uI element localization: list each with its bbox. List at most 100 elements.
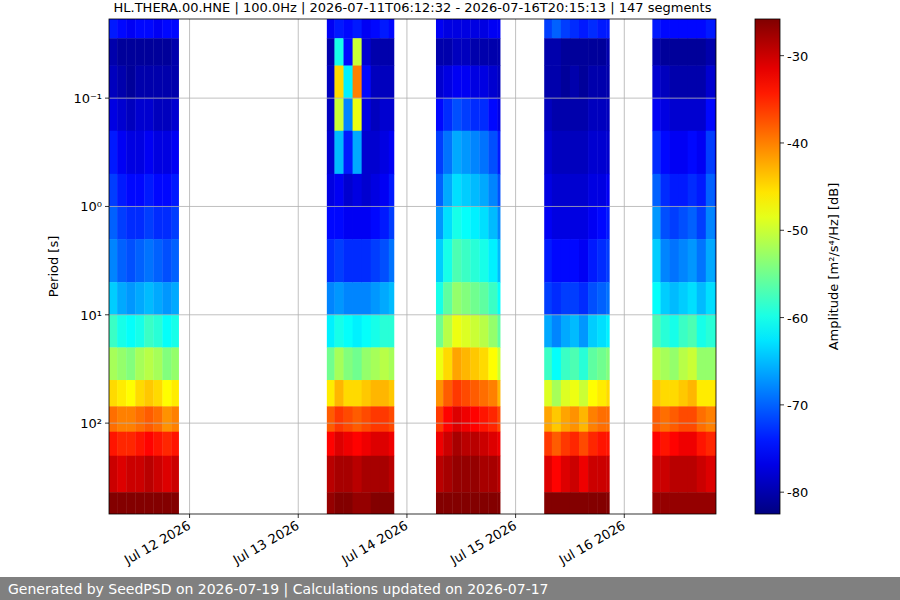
cell (109, 206, 118, 239)
cell (452, 98, 461, 131)
cell (579, 66, 588, 99)
cell (606, 174, 609, 207)
cell (479, 406, 488, 432)
cell (544, 174, 552, 207)
cell (371, 406, 380, 432)
cell (389, 315, 394, 348)
cell (488, 406, 497, 432)
cell (588, 38, 597, 66)
cell (452, 456, 461, 493)
cell (334, 315, 343, 348)
cell (380, 239, 389, 283)
cell (570, 456, 579, 493)
cell (552, 38, 561, 66)
cell (706, 174, 715, 207)
cell (497, 174, 500, 207)
cell (497, 19, 500, 39)
cell (153, 432, 162, 456)
cell (353, 347, 362, 380)
cell (126, 131, 135, 175)
cell (579, 380, 588, 407)
cell (344, 174, 353, 207)
cell (162, 380, 171, 407)
cell (679, 347, 688, 380)
cell (436, 239, 444, 283)
cell (470, 174, 479, 207)
cell (579, 174, 588, 207)
cell (570, 206, 579, 239)
cell (688, 174, 697, 207)
cell (380, 66, 389, 99)
cell (389, 432, 394, 456)
cell (544, 282, 552, 315)
cell (606, 19, 609, 39)
cell (452, 239, 461, 283)
axis-title: Period [s] (46, 236, 61, 298)
cell (697, 206, 706, 239)
cell (436, 38, 444, 66)
cell (561, 432, 570, 456)
cell (470, 406, 479, 432)
cell (380, 131, 389, 175)
cell (652, 456, 661, 493)
cell (117, 315, 126, 348)
cell (706, 315, 715, 348)
cell (153, 206, 162, 239)
cell (443, 456, 452, 493)
cell (606, 432, 609, 456)
cell (117, 206, 126, 239)
cell (544, 432, 552, 456)
cell (109, 66, 118, 99)
cell (344, 456, 353, 493)
cell (579, 315, 588, 348)
cell (679, 174, 688, 207)
cell (661, 206, 670, 239)
grid-line (109, 423, 716, 424)
cell (697, 239, 706, 283)
cell (679, 432, 688, 456)
cell (162, 66, 171, 99)
cell (670, 66, 679, 99)
cell (706, 38, 715, 66)
footer: Generated by SeedPSD on 2026-07-19 | Cal… (8, 581, 549, 598)
cell (479, 432, 488, 456)
grid-line (189, 19, 190, 514)
cell (126, 456, 135, 493)
cell (561, 406, 570, 432)
cell (552, 19, 561, 39)
cell (597, 98, 606, 131)
cell (389, 174, 394, 207)
cell (144, 492, 153, 514)
cell (153, 315, 162, 348)
cell (371, 38, 380, 66)
cell (497, 492, 500, 514)
cell (688, 380, 697, 407)
cell (126, 432, 135, 456)
cell (497, 98, 500, 131)
cell (606, 456, 609, 493)
cell (561, 456, 570, 493)
cell (144, 19, 153, 39)
cell (470, 131, 479, 175)
cell (661, 174, 670, 207)
cell (579, 456, 588, 493)
cell (544, 315, 552, 348)
cell (327, 131, 335, 175)
cell (334, 456, 343, 493)
cell (652, 131, 661, 175)
cell (670, 380, 679, 407)
cell (544, 406, 552, 432)
cell (470, 19, 479, 39)
cell (697, 174, 706, 207)
cell (670, 315, 679, 348)
cell (452, 38, 461, 66)
cell (162, 282, 171, 315)
cell (552, 66, 561, 99)
cell (588, 315, 597, 348)
tick (105, 206, 109, 207)
cell (436, 174, 444, 207)
cell (706, 432, 715, 456)
cell (344, 98, 353, 131)
tick-label: 10⁰ (80, 199, 102, 214)
cell (327, 315, 335, 348)
